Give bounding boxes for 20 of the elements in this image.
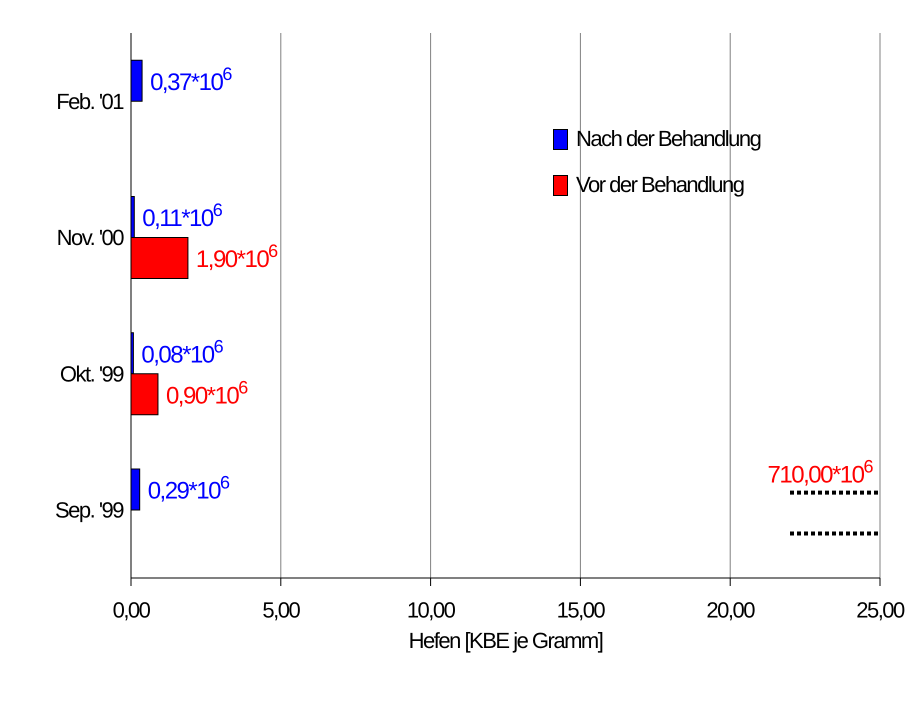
x-axis-title: Hefen [KBE je Gramm] bbox=[408, 628, 603, 653]
y-tick-label: Nov. '00 bbox=[56, 225, 124, 250]
legend-label: Nach der Behandlung bbox=[576, 126, 760, 152]
data-label: 0,11*10$^{6}$ bbox=[142, 200, 223, 232]
annotation: 710,00*10$^{6}$ bbox=[768, 456, 874, 489]
x-tick-label: 25,00 bbox=[856, 598, 906, 623]
data-label: 0,29*10$^{6}$ bbox=[148, 472, 230, 504]
data-label: 0,08*10$^{6}$ bbox=[141, 336, 224, 368]
y-tick-label: Feb. '01 bbox=[56, 88, 124, 114]
data-label: 1,90*10$^{6}$ bbox=[196, 241, 278, 273]
legend-label: Vor der Behandlung bbox=[576, 172, 744, 198]
y-tick-label: Sep. '99 bbox=[54, 498, 124, 523]
x-tick-label: 0,00 bbox=[112, 598, 151, 623]
data-label: 0,37*10$^{6}$ bbox=[150, 64, 232, 96]
data-label: 0,90*10$^{6}$ bbox=[166, 377, 248, 410]
y-tick-label: Okt. '99 bbox=[60, 361, 124, 386]
x-tick-label: 20,00 bbox=[706, 598, 756, 623]
x-tick-label: 15,00 bbox=[556, 598, 606, 623]
x-tick-label: 5,00 bbox=[262, 598, 300, 623]
x-tick-label: 10,00 bbox=[406, 598, 456, 623]
